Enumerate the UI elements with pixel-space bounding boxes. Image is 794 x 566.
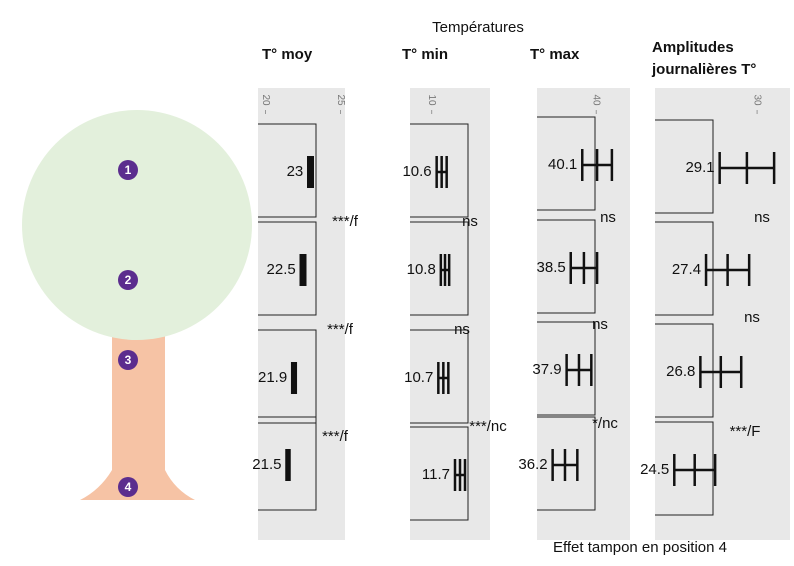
significance-label: ns (744, 309, 760, 326)
tick-label: 30 (751, 94, 762, 106)
significance-label: ns (462, 213, 478, 230)
significance-label: ***/f (327, 321, 354, 338)
position-label: 1 (125, 163, 132, 177)
value-label: 37.9 (532, 361, 561, 378)
significance-label: ns (754, 209, 770, 226)
tick-label: 40 (591, 94, 602, 106)
tick-label: 20 (260, 94, 271, 106)
panel-title: Amplitudes (652, 39, 734, 56)
significance-label: ns (592, 316, 608, 333)
trunk (80, 330, 195, 500)
position-label: 3 (125, 353, 132, 367)
position-label: 4 (125, 480, 132, 494)
value-label: 40.1 (548, 156, 577, 173)
footer: Effet tampon en position 4 (553, 539, 727, 556)
error-bar (441, 254, 449, 286)
error-bar (287, 449, 290, 481)
significance-label: ns (454, 321, 470, 338)
significance-label: */nc (592, 415, 618, 432)
value-label: 36.2 (518, 456, 547, 473)
significance-label: ns (600, 209, 616, 226)
value-label: 21.5 (252, 456, 281, 473)
panel-title: T° moy (262, 46, 313, 63)
value-label: 23 (287, 163, 304, 180)
panel-title: journalières T° (651, 61, 756, 78)
position-label: 2 (125, 273, 132, 287)
value-label: 29.1 (685, 159, 714, 176)
value-label: 24.5 (640, 461, 669, 478)
value-label: 22.5 (267, 261, 296, 278)
value-label: 11.7 (422, 466, 450, 483)
significance-label: ***/nc (469, 418, 507, 435)
panel-title: T° min (402, 46, 448, 63)
error-bar (308, 156, 313, 188)
error-bar (292, 362, 296, 394)
value-label: 10.6 (402, 163, 431, 180)
error-bar (301, 254, 306, 286)
figure: Températures Effet tampon en position 4 … (0, 0, 794, 561)
value-label: 26.8 (666, 363, 695, 380)
value-label: 10.8 (407, 261, 436, 278)
significance-label: ***/f (322, 428, 349, 445)
title: Températures (432, 19, 524, 36)
value-label: 10.7 (404, 369, 433, 386)
panel-title: T° max (530, 46, 580, 63)
canopy (22, 110, 252, 340)
tick-label: 25 (335, 94, 346, 106)
significance-label: ***/F (730, 423, 761, 440)
value-label: 38.5 (537, 259, 566, 276)
significance-label: ***/f (332, 213, 359, 230)
value-label: 27.4 (672, 261, 701, 278)
value-label: 21.9 (258, 369, 287, 386)
tick-label: 10 (426, 94, 437, 106)
